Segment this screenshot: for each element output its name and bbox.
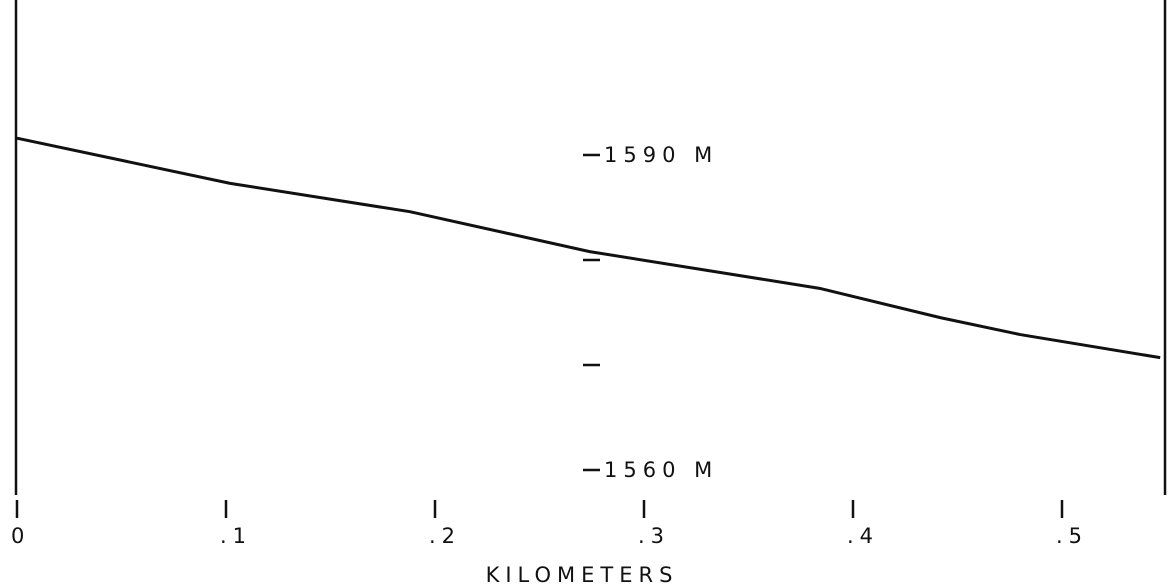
- x-tick-label: .2: [429, 524, 461, 548]
- x-tick-label: .1: [220, 524, 252, 548]
- y-tick-label: 1590 M: [604, 143, 718, 167]
- x-axis-label: KILOMETERS: [486, 563, 679, 587]
- x-tick-label: .4: [847, 524, 879, 548]
- profile-line: [16, 136, 1161, 360]
- y-tick-label: 1560 M: [604, 458, 718, 482]
- x-tick-label: .3: [638, 524, 670, 548]
- x-tick-label: .5: [1056, 524, 1088, 548]
- x-tick-label: 0: [11, 524, 30, 548]
